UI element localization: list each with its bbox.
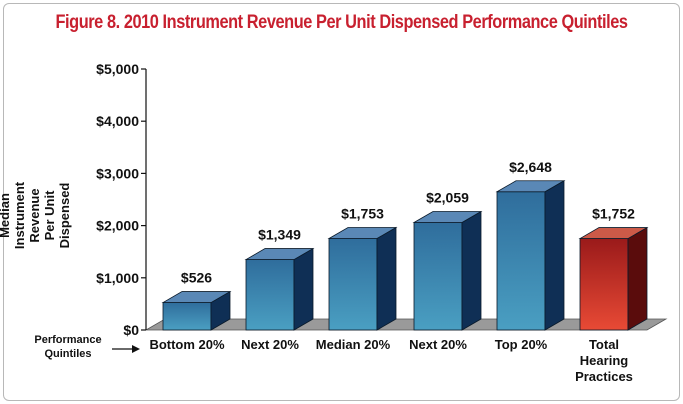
bar bbox=[412, 210, 483, 331]
bar-front bbox=[496, 191, 546, 331]
data-label: $1,752 bbox=[592, 206, 635, 222]
bar-top bbox=[495, 180, 566, 193]
bar-top bbox=[327, 227, 398, 239]
category-label: Next 20% bbox=[241, 337, 299, 352]
bar bbox=[327, 226, 398, 331]
bar-front bbox=[579, 238, 629, 331]
y-tick-label: $0 bbox=[123, 322, 139, 338]
data-label: $1,753 bbox=[341, 205, 384, 221]
data-label: $2,648 bbox=[509, 159, 552, 175]
bar-front bbox=[328, 238, 378, 331]
bar bbox=[161, 290, 232, 331]
bar-front bbox=[245, 259, 295, 331]
bar-side bbox=[376, 226, 397, 331]
x-axis-label: Performance Quintiles bbox=[34, 334, 102, 360]
bar-top bbox=[244, 248, 315, 260]
y-tick-label: $2,000 bbox=[96, 218, 139, 234]
category-label: Hearing bbox=[580, 353, 628, 368]
bar bbox=[244, 247, 315, 331]
bar-front bbox=[413, 222, 463, 331]
chart-title: Figure 8. 2010 Instrument Revenue Per Un… bbox=[55, 12, 628, 33]
y-tick-label: $3,000 bbox=[96, 165, 139, 181]
data-label: $2,059 bbox=[426, 190, 469, 206]
category-label: Total bbox=[589, 337, 619, 352]
bar-top bbox=[412, 211, 483, 223]
y-tick-label: $1,000 bbox=[96, 270, 139, 286]
category-label: Median 20% bbox=[316, 337, 391, 352]
bar bbox=[495, 180, 566, 331]
category-label: Bottom 20% bbox=[149, 337, 225, 352]
category-label: Top 20% bbox=[495, 337, 548, 352]
bar-top bbox=[161, 291, 232, 303]
bar-side bbox=[461, 210, 482, 331]
y-tick-label: $5,000 bbox=[96, 61, 139, 77]
data-label: $526 bbox=[181, 270, 212, 286]
category-label: Next 20% bbox=[409, 337, 467, 352]
arrow-head-icon bbox=[132, 345, 140, 353]
bar bbox=[578, 226, 649, 331]
bar-top bbox=[578, 227, 649, 239]
data-label: $1,349 bbox=[258, 227, 301, 243]
bar-side bbox=[627, 226, 648, 331]
category-label: Practices bbox=[575, 369, 633, 384]
bar-front bbox=[162, 302, 212, 331]
bar-side bbox=[544, 180, 565, 331]
chart-frame bbox=[3, 3, 680, 401]
bar-side bbox=[293, 247, 314, 331]
y-tick-label: $4,000 bbox=[96, 113, 139, 129]
